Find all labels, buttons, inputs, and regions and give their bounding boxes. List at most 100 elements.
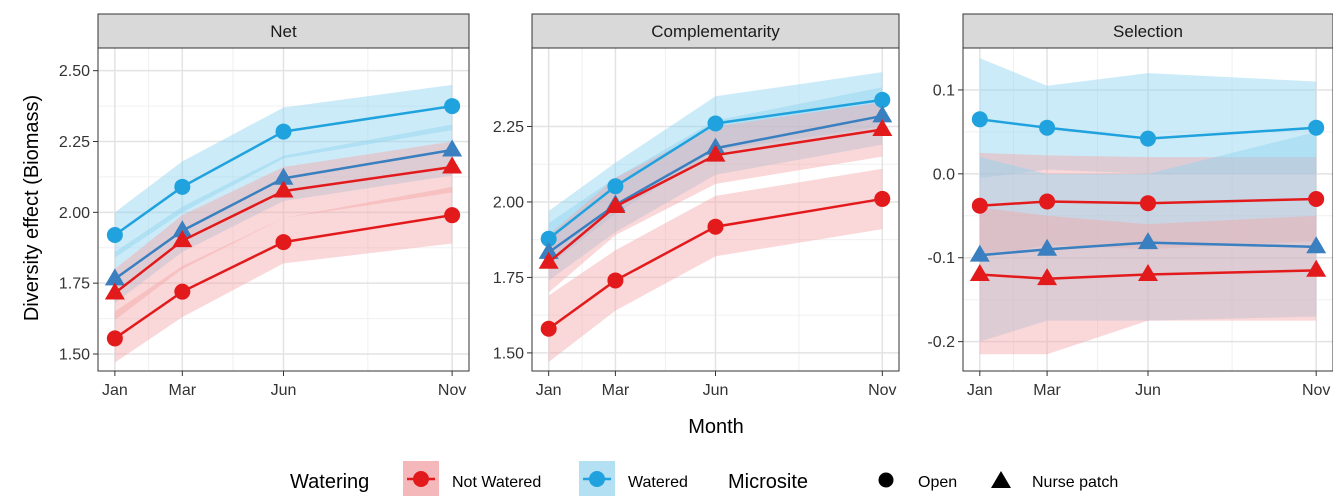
ci-band [548, 102, 883, 293]
facet-title: Selection [1113, 22, 1183, 41]
data-point [174, 283, 191, 300]
ci-band [114, 124, 453, 303]
ci-band [548, 72, 883, 266]
data-point [1037, 238, 1058, 256]
x-tick-label: Jun [1135, 382, 1161, 399]
data-point [969, 244, 990, 262]
data-point [1140, 130, 1156, 147]
data-point [707, 115, 724, 132]
data-point [442, 156, 463, 174]
data-point [1138, 263, 1158, 281]
data-point [874, 190, 891, 207]
data-point [1308, 119, 1325, 136]
x-tick-label: Nov [1302, 382, 1330, 399]
panel-3: Selection -0.2 -0.1 0.0 0.1 Jan Mar Jun Nov [927, 13, 1333, 399]
data-point [540, 230, 557, 247]
x-tick-label: Jan [536, 382, 562, 399]
data-point [106, 330, 123, 347]
x-tick-label: Mar [169, 382, 197, 399]
data-point [275, 123, 292, 140]
y-tick-label: 1.50 [493, 345, 524, 362]
data-point [172, 230, 193, 248]
ci-band [548, 87, 883, 281]
data-point [273, 180, 294, 198]
data-point [538, 241, 559, 259]
data-point [538, 251, 559, 269]
data-point [605, 195, 626, 213]
x-axis-title: Month [688, 416, 744, 438]
data-point [442, 139, 463, 157]
ci-band [114, 84, 453, 258]
series-line [114, 104, 453, 237]
facet-strip [531, 13, 900, 49]
legend-key-not-watered [403, 461, 439, 496]
data-point [1308, 191, 1325, 208]
y-tick-label: 2.25 [493, 119, 524, 136]
ci-band [114, 141, 453, 320]
y-tick-label: 2.25 [59, 134, 90, 151]
y-tick-label: 1.75 [493, 270, 524, 287]
data-point [1140, 195, 1156, 212]
data-point [1306, 236, 1327, 254]
y-tick-label: 2.00 [59, 205, 90, 222]
facet-title: Net [270, 22, 297, 41]
y-tick-label: -0.1 [927, 250, 955, 267]
series-line [979, 197, 1317, 207]
series-line [547, 98, 883, 240]
legend-key-watered-point [589, 471, 605, 487]
y-tick-label: 1.75 [59, 276, 90, 293]
x-tick-label: Jan [967, 382, 993, 399]
data-point [607, 178, 624, 195]
facet-strip [97, 13, 470, 49]
legend-watering-title: Watering [290, 471, 369, 493]
data-point [174, 178, 191, 195]
y-tick-label: 2.50 [59, 63, 90, 80]
x-tick-label: Jun [271, 382, 297, 399]
data-point [971, 111, 988, 128]
x-tick-label: Mar [1033, 382, 1061, 399]
series-line [114, 165, 453, 295]
data-point [872, 105, 893, 123]
series-line [547, 128, 883, 264]
y-tick-label: 1.50 [59, 347, 90, 364]
legend-key-watered [579, 461, 615, 496]
data-point [707, 218, 724, 235]
y-tick-label: 0.1 [933, 82, 955, 99]
x-tick-label: Jan [102, 382, 128, 399]
data-point [1306, 259, 1327, 277]
data-point [273, 167, 294, 185]
data-point [540, 320, 557, 337]
x-tick-label: Nov [438, 382, 466, 399]
legend-open-label: Open [918, 474, 957, 491]
data-point [104, 268, 125, 286]
data-point [1138, 232, 1158, 250]
ci-band [548, 168, 883, 362]
legend-not-watered-label: Not Watered [452, 474, 541, 491]
legend-nurse-symbol [991, 471, 1011, 488]
y-tick-label: -0.2 [927, 334, 955, 351]
data-point [874, 91, 891, 108]
ci-band [979, 58, 1317, 179]
x-tick-label: Mar [602, 382, 630, 399]
data-point [969, 263, 990, 281]
data-point [444, 98, 461, 115]
legend: Watering Not Watered Watered Microsite O… [290, 461, 1118, 496]
series-line [547, 114, 883, 254]
series-line [547, 197, 883, 330]
series-line [979, 241, 1317, 257]
x-tick-label: Nov [868, 382, 896, 399]
legend-open-symbol [878, 472, 894, 488]
legend-microsite-title: Microsite [728, 471, 808, 493]
data-point [106, 227, 123, 243]
panel-2: Complementarity 1.50 1.75 2.00 2.25 Jan Mar Jun… [493, 13, 900, 399]
data-point [607, 272, 624, 289]
data-point [444, 207, 461, 224]
x-tick-label: Jun [703, 382, 729, 399]
legend-key-not-watered-point [413, 471, 429, 487]
legend-nurse-label: Nurse patch [1032, 474, 1118, 491]
legend-watered-label: Watered [628, 474, 688, 491]
y-tick-label: 0.0 [933, 166, 955, 183]
y-axis-title: Diversity effect (Biomass) [21, 95, 43, 321]
